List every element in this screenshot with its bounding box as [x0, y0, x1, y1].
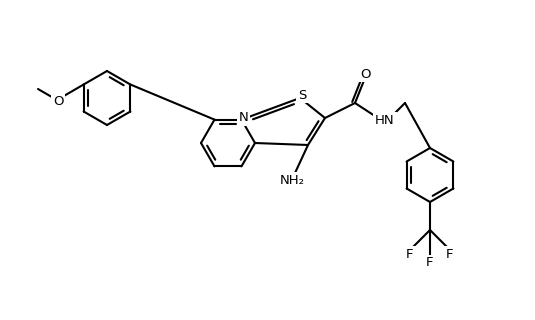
Text: F: F: [406, 247, 414, 260]
Text: NH₂: NH₂: [279, 173, 304, 187]
Text: S: S: [298, 89, 306, 101]
Text: O: O: [361, 68, 371, 81]
Text: F: F: [446, 247, 454, 260]
Text: N: N: [239, 111, 248, 124]
Text: F: F: [426, 257, 434, 269]
Text: HN: HN: [375, 114, 395, 126]
Text: O: O: [53, 94, 63, 108]
